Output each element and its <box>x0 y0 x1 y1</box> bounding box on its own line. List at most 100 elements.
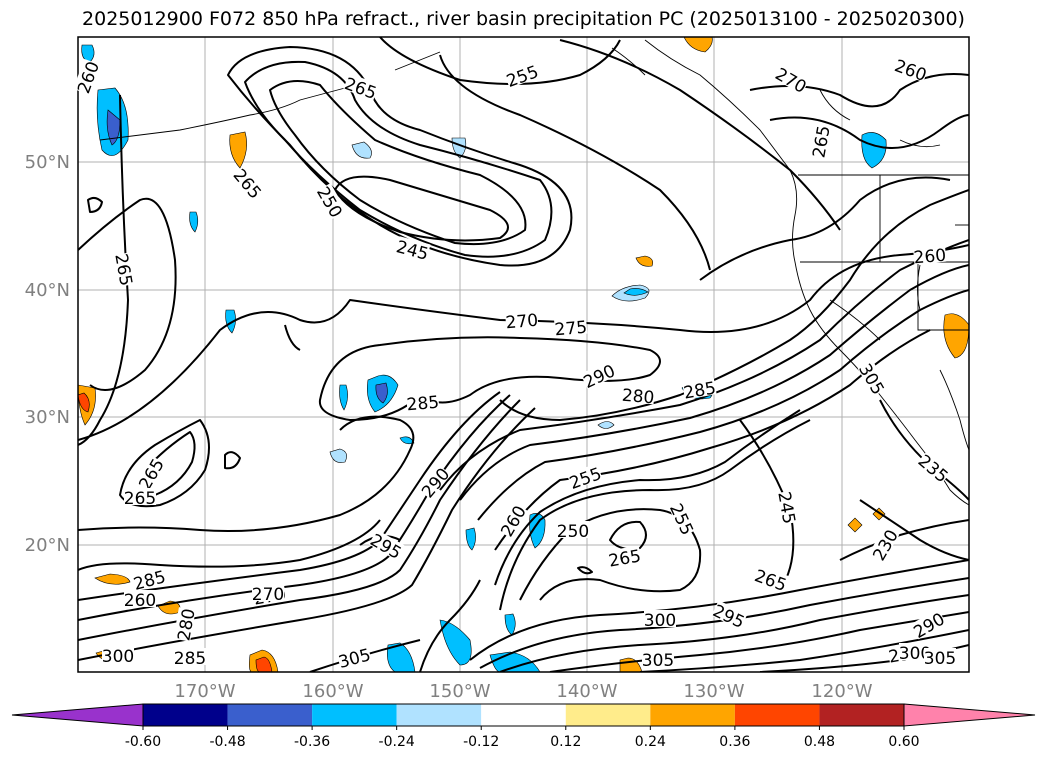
contour-line <box>78 415 415 532</box>
colorbar-segment <box>143 704 228 726</box>
contour-line <box>87 196 103 213</box>
contour-line <box>78 394 511 621</box>
contour-label: 265 <box>124 489 156 509</box>
contour-label: 285 <box>406 393 440 416</box>
contour-label-bg <box>557 521 589 538</box>
shade-patch <box>861 132 887 169</box>
contour-label-bg <box>496 502 528 539</box>
shade-patch <box>623 288 649 296</box>
contour-line <box>419 579 481 672</box>
colorbar-segment <box>481 704 566 726</box>
shade-patch <box>399 436 415 445</box>
contour-label-bg <box>924 648 956 665</box>
contour-label-bg <box>857 360 889 397</box>
contour-label: 300 <box>644 611 676 631</box>
contour-line <box>78 244 969 441</box>
shade-patch <box>329 448 347 463</box>
contour-label-bg <box>114 252 137 287</box>
colorbar-segment <box>396 704 482 726</box>
colorbar-tick-label: 0.48 <box>804 734 835 750</box>
contour-label-bg <box>336 644 372 669</box>
colorbar-tick-label: 0.36 <box>719 734 750 750</box>
lat-tick-label: 40°N <box>25 280 70 301</box>
contour-line <box>78 197 177 391</box>
contour-label: 275 <box>554 318 588 341</box>
contour-line <box>769 114 969 149</box>
colorbar-extend-max <box>903 703 1036 727</box>
contour-label-bg <box>668 500 698 537</box>
contour-line <box>499 419 811 611</box>
colorbar: -0.60 -0.48 -0.36 -0.24 -0.12 0.12 0.24 0.36 0.4… <box>11 703 1036 750</box>
shade-patch <box>78 392 90 413</box>
contour-line <box>334 175 509 242</box>
contour-label-bg <box>343 73 380 101</box>
colorbar-segment <box>565 704 651 726</box>
contour-label-bg <box>124 590 156 607</box>
contour-label-bg <box>406 391 440 412</box>
map-plot-area <box>78 37 969 672</box>
colorbar-segment <box>650 704 735 726</box>
contour-label: 305 <box>924 649 956 669</box>
lat-tick-label: 20°N <box>25 535 70 556</box>
contour-line <box>559 39 841 231</box>
contour-line <box>78 519 381 571</box>
map-title: 2025012900 F072 850 hPa refract., river … <box>82 8 965 30</box>
shade-patch <box>229 131 247 169</box>
colorbar-segment <box>819 704 904 726</box>
contour-line <box>439 239 969 491</box>
contour-label-bg <box>621 384 655 405</box>
contour-line <box>577 566 593 575</box>
shade-patch <box>375 382 388 404</box>
contour-label: 270 <box>505 311 539 334</box>
plot-frame <box>77 36 970 673</box>
shade-patch <box>683 37 713 53</box>
shade-patch <box>597 421 615 429</box>
contour-line <box>459 264 969 501</box>
contour-label-bg <box>682 377 717 400</box>
lat-tick-labels: 50°N 40°N 30°N 20°N <box>25 152 70 556</box>
contour-label-bg <box>808 124 831 159</box>
contour-label-bg <box>913 244 947 265</box>
contour-line <box>284 324 301 351</box>
lon-tick-label: 120°W <box>811 681 872 702</box>
lon-tick-label: 160°W <box>302 681 363 702</box>
colorbar-tick-label: 0.24 <box>635 734 666 750</box>
contour-label: 270 <box>252 585 284 605</box>
contour-label-bg <box>252 584 284 601</box>
lat-tick-label: 50°N <box>25 152 70 173</box>
colorbar-tick-label: -0.12 <box>463 734 499 750</box>
colorbar-segment <box>312 704 397 726</box>
colorbar-tick-label: -0.60 <box>125 734 161 750</box>
shade-patch <box>387 642 416 672</box>
contour-label-bg <box>173 607 196 642</box>
contour-line <box>859 499 969 561</box>
contour-label-bg <box>868 526 900 563</box>
shade-patch <box>255 656 273 672</box>
colorbar-frame <box>142 703 905 727</box>
contour-label-bg <box>417 464 452 500</box>
contour-label-bg <box>131 566 167 591</box>
contour-label-bg <box>916 450 952 485</box>
contour-line <box>269 80 527 246</box>
lon-tick-label: 130°W <box>683 681 744 702</box>
contour-label-bg <box>910 608 947 640</box>
shade-patch <box>106 109 121 146</box>
contour-line <box>499 594 969 672</box>
lon-tick-label: 170°W <box>174 681 235 702</box>
contour-line <box>494 409 801 586</box>
contour-line <box>477 289 969 521</box>
contour-label-bg <box>893 55 930 83</box>
lat-tick-label: 30°N <box>25 407 70 428</box>
contour-line <box>318 336 661 421</box>
colorbar-tick-label: 0.12 <box>550 734 581 750</box>
contour-label-bg <box>642 650 674 667</box>
contour-label-bg <box>607 545 642 568</box>
colorbar-segment <box>227 704 313 726</box>
contour-label-bg <box>899 643 931 660</box>
shade-patch <box>847 517 863 533</box>
contour-line <box>469 559 969 661</box>
contour-label: 260 <box>913 246 947 269</box>
contour-label: 280 <box>621 386 655 409</box>
colorbar-tick-label: 0.60 <box>888 734 919 750</box>
